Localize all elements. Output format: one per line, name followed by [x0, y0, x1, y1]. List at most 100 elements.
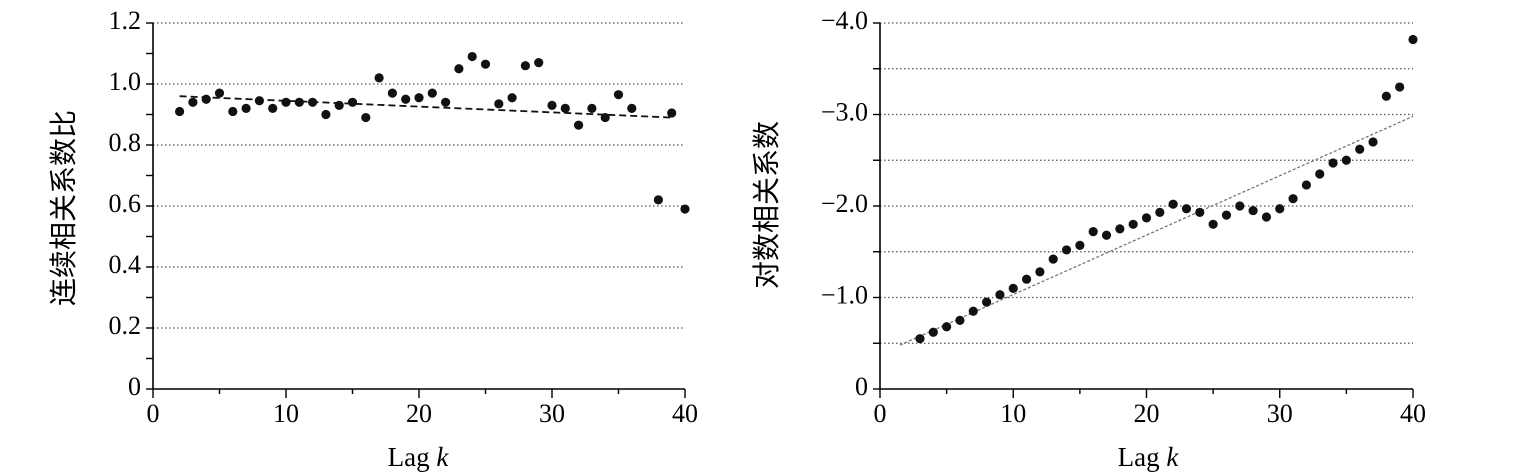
left-data-point: [507, 93, 517, 103]
left-trendline: [179, 95, 672, 119]
right-data-point: [1061, 245, 1072, 255]
left-data-point: [680, 204, 690, 214]
left-data-point: [401, 94, 411, 104]
right-data-point: [1128, 219, 1138, 229]
left-ticks: 0 0.2 0.4 0.6 0.8 1.0 1.2 0 10 20 30 40: [109, 6, 699, 428]
right-data-point: [1035, 267, 1045, 277]
left-x-tick-label: 20: [406, 399, 432, 428]
right-ticks: 0 −1.0 −2.0 −3.0 −4.0 0 10 20 30 40: [821, 6, 1426, 428]
left-data-point: [653, 195, 664, 205]
left-data-point: [667, 108, 677, 118]
right-y-tick-label: −1.0: [821, 280, 868, 309]
right-x-tick-label: 10: [1000, 399, 1026, 428]
right-data-point: [1008, 283, 1018, 293]
left-data-point: [294, 97, 304, 107]
chart-right: 0 −1.0 −2.0 −3.0 −4.0 0 10 20 30 40 对数相关系数 Lag k: [750, 6, 1426, 472]
left-data-point: [281, 97, 291, 107]
right-data-point: [1315, 169, 1325, 179]
left-x-tick-label: 10: [273, 399, 299, 428]
left-data-point: [441, 97, 451, 107]
left-y-tick-label: 0.2: [109, 311, 142, 340]
left-data-point: [228, 106, 238, 117]
left-points: [175, 51, 690, 214]
right-data-point: [1235, 201, 1245, 211]
left-y-tick-label: 1.2: [109, 6, 142, 35]
right-x-axis-label-text: Lag: [1118, 442, 1160, 472]
right-x-tick-label: 0: [874, 399, 887, 428]
right-data-point: [1261, 212, 1272, 222]
right-data-point: [1048, 254, 1058, 264]
right-data-point: [1221, 210, 1232, 220]
right-y-axis-label: 对数相关系数: [750, 121, 783, 289]
left-data-point: [613, 90, 624, 100]
left-data-point: [560, 103, 570, 113]
right-data-point: [1021, 274, 1032, 284]
right-y-tick-label: 0: [855, 372, 868, 401]
left-trend-line: [179, 95, 672, 119]
left-data-point: [334, 100, 344, 110]
right-data-point: [1195, 207, 1205, 218]
left-data-point: [254, 96, 264, 106]
right-data-point: [955, 315, 965, 325]
left-data-point: [467, 51, 477, 62]
left-x-tick-label: 40: [672, 399, 698, 428]
right-x-axis-label-var: k: [1166, 442, 1179, 472]
left-data-point: [188, 97, 198, 107]
right-data-point: [1341, 155, 1351, 165]
right-data-point: [1181, 204, 1192, 214]
left-data-point: [520, 61, 531, 71]
right-data-point: [1275, 204, 1285, 214]
right-data-point: [1328, 158, 1338, 168]
left-x-tick-label: 0: [147, 399, 160, 428]
right-y-tick-label: −2.0: [821, 189, 868, 218]
left-data-point: [494, 99, 504, 109]
left-data-point: [268, 103, 278, 113]
right-data-point: [968, 306, 978, 316]
right-data-point: [1115, 224, 1125, 234]
left-data-point: [201, 94, 211, 104]
right-data-point: [942, 322, 952, 332]
right-trendline: [899, 115, 1414, 346]
right-y-tick-label: −3.0: [821, 97, 868, 126]
left-x-axis-label: Lag k: [388, 442, 450, 472]
right-points: [915, 34, 1418, 344]
right-data-point: [915, 334, 925, 344]
left-x-axis-label-text: Lag: [388, 442, 430, 472]
left-data-point: [587, 103, 597, 113]
left-data-point: [374, 73, 384, 83]
right-x-tick-label: 20: [1134, 399, 1160, 428]
left-data-point: [534, 58, 544, 68]
right-data-point: [1408, 34, 1418, 45]
right-data-point: [1368, 137, 1378, 147]
right-gridlines: [880, 22, 1413, 344]
left-data-point: [347, 97, 358, 107]
right-data-point: [1208, 219, 1218, 229]
left-data-point: [574, 120, 584, 130]
right-y-tick-label: −4.0: [821, 6, 868, 35]
left-data-point: [454, 64, 464, 74]
left-y-tick-label: 1.0: [109, 67, 142, 96]
left-data-point: [387, 88, 397, 98]
left-y-tick-label: 0.4: [109, 250, 142, 279]
left-data-point: [547, 100, 557, 110]
right-trend-line: [899, 115, 1414, 346]
left-data-point: [427, 88, 437, 98]
right-data-point: [1381, 91, 1391, 101]
left-x-tick-label: 30: [539, 399, 565, 428]
right-data-point: [1088, 227, 1098, 237]
right-data-point: [1301, 180, 1311, 190]
right-x-tick-label: 30: [1267, 399, 1293, 428]
left-data-point: [627, 103, 637, 113]
right-data-point: [1168, 199, 1178, 209]
right-data-point: [1395, 82, 1405, 92]
right-data-point: [928, 327, 938, 337]
left-y-axis-label: 连续相关系数比: [47, 110, 80, 306]
right-data-point: [1141, 213, 1152, 223]
chart-left: 0 0.2 0.4 0.6 0.8 1.0 1.2 0 10 20 30 40 连续相关系数比 Lag…: [47, 6, 698, 472]
right-data-point: [982, 297, 992, 307]
right-data-point: [1101, 230, 1112, 240]
left-data-point: [175, 106, 185, 117]
left-data-point: [414, 93, 424, 103]
left-data-point: [600, 112, 610, 123]
